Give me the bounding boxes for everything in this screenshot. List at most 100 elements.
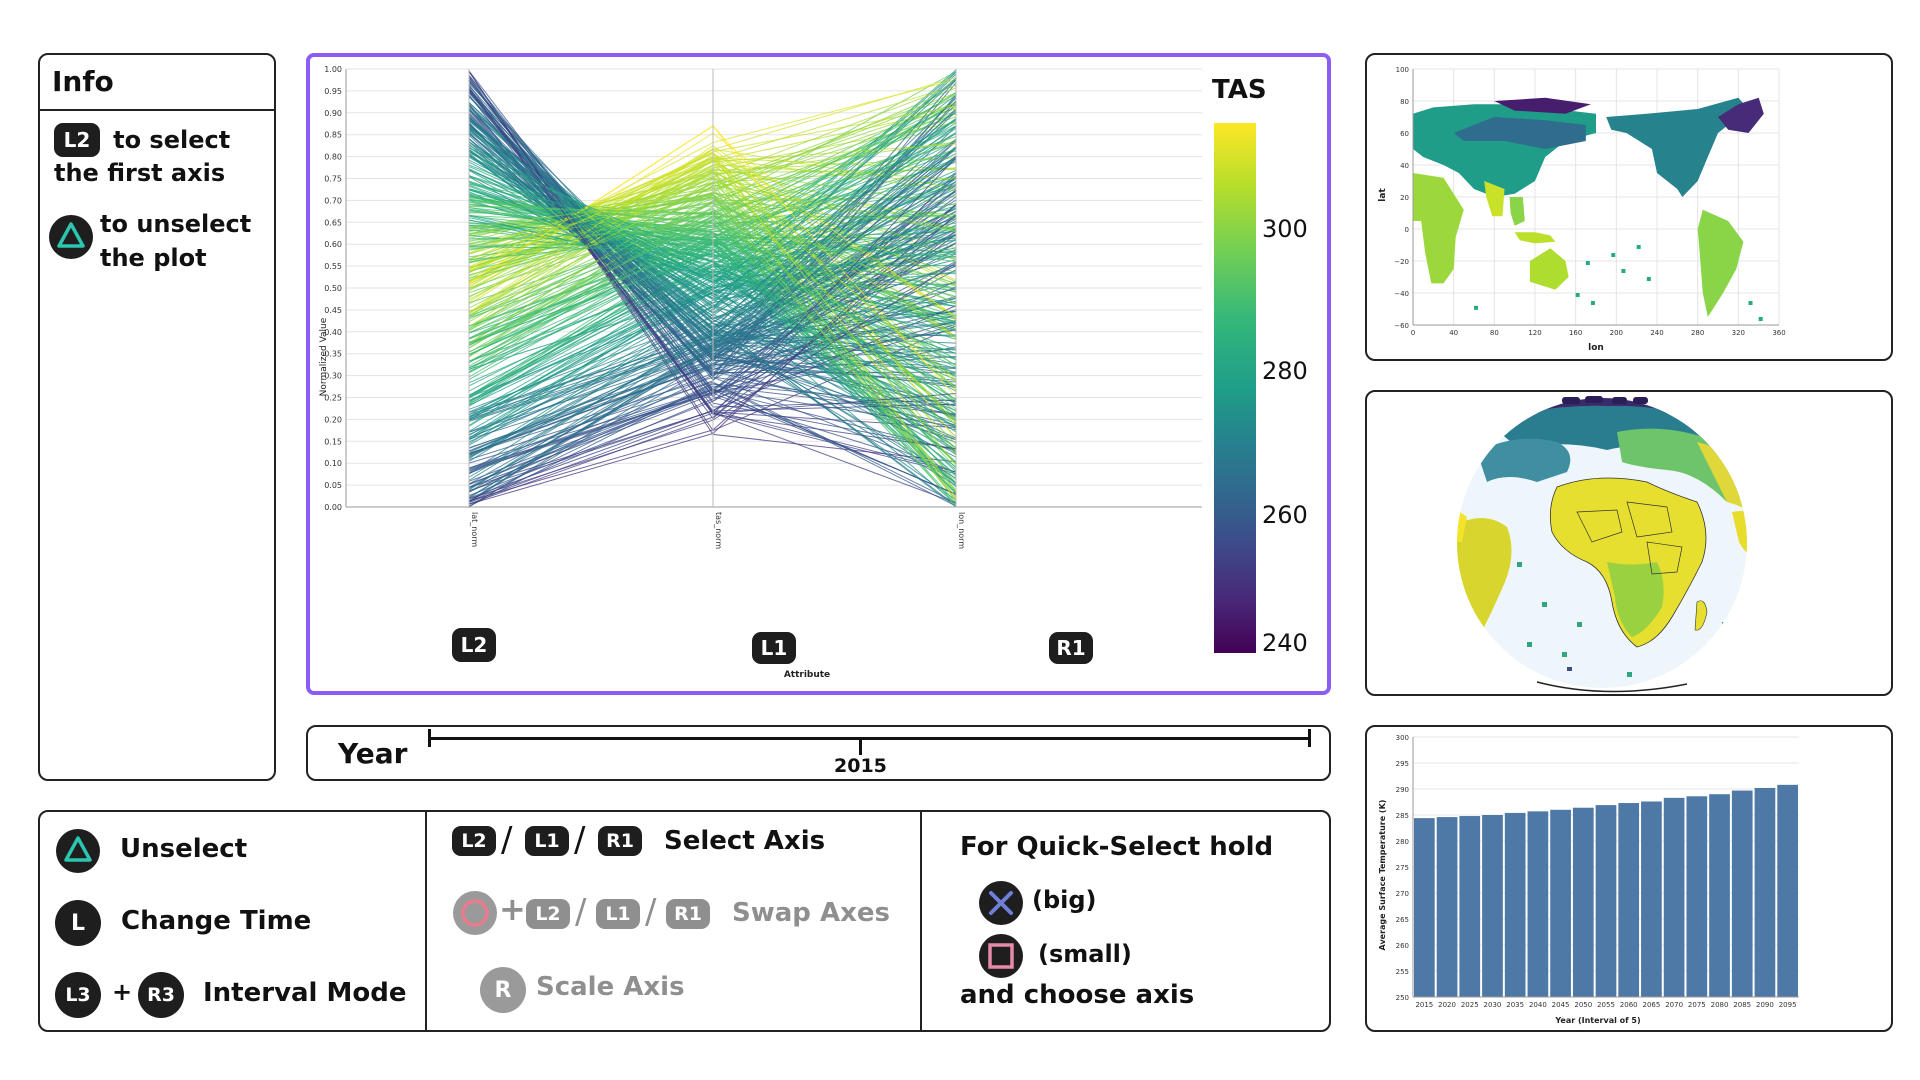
average-temperature-bar-chart[interactable]: 250 255 260 265 270 275 280 285 290 295 300 2015 20…	[1367, 727, 1891, 1030]
map-x-tick: 40	[1449, 329, 1458, 337]
map-land-region	[1453, 117, 1586, 149]
pc-y-tick: 0.00	[324, 503, 342, 512]
bar-x-tick: 2095	[1779, 1001, 1797, 1009]
bar-2045[interactable]	[1550, 809, 1571, 997]
map-land-region	[1606, 97, 1749, 197]
select-slash-1: /	[501, 820, 513, 860]
map-x-tick: 360	[1772, 329, 1785, 337]
swap-axes-label: Swap Axes	[732, 898, 890, 928]
pc-y-tick: 0.45	[324, 306, 342, 315]
year-slider-panel[interactable]: Year 2015	[306, 725, 1331, 781]
info-l2-row: L2 to select the first axis	[54, 123, 269, 187]
map-y-tick: 40	[1400, 162, 1409, 170]
swap-r1-icon: R1	[666, 899, 710, 929]
controls-panel: Unselect L Change Time L3 + R3 Interval …	[38, 810, 1331, 1032]
pc-ylabel: Normalized Value	[319, 317, 329, 396]
bar-chart-panel[interactable]: 250 255 260 265 270 275 280 285 290 295 300 2015 20…	[1365, 725, 1893, 1032]
info-unselect-line1: to unselect	[100, 210, 252, 238]
colorbar-tick-240: 240	[1262, 629, 1308, 657]
map-y-tick: −60	[1394, 322, 1409, 330]
map-land-region	[1514, 232, 1556, 244]
swap-slash-1: /	[575, 892, 587, 932]
pc-y-tick: 0.55	[324, 262, 342, 271]
axis-button-l2[interactable]: L2	[452, 628, 496, 662]
bar-2020[interactable]	[1436, 817, 1458, 997]
bar-2075[interactable]	[1686, 796, 1708, 997]
bar-xlabel: Year (Interval of 5)	[1554, 1016, 1640, 1025]
bar-2065[interactable]	[1641, 801, 1662, 997]
info-select-line1: to select	[113, 126, 231, 154]
bar-2085[interactable]	[1731, 790, 1753, 997]
parallel-plot-panel[interactable]: 0.00 0.05 0.10 0.15 0.20 0.25 0.30 0.35 0.40 0.45…	[306, 53, 1331, 695]
map-y-tick: 20	[1400, 194, 1409, 202]
year-slider-track-full	[429, 737, 1309, 740]
globe-panel[interactable]	[1365, 390, 1893, 696]
bar-2050[interactable]	[1572, 807, 1594, 997]
map-island	[1474, 305, 1478, 310]
info-select-line2: the first axis	[54, 159, 226, 187]
colorbar-title: TAS	[1212, 75, 1267, 105]
big-label: (big)	[1032, 886, 1097, 914]
bar-x-tick: 2090	[1756, 1001, 1774, 1009]
pc-axis-label: tas_norm	[714, 512, 723, 549]
pc-y-tick: 0.50	[324, 284, 342, 293]
bar-x-tick: 2085	[1733, 1001, 1751, 1009]
axis-button-r1[interactable]: R1	[1049, 632, 1093, 664]
info-unselect-line2: the plot	[100, 244, 207, 272]
map-y-tick: 60	[1400, 130, 1409, 138]
bar-y-tick: 285	[1396, 812, 1409, 820]
map-island	[1621, 269, 1626, 273]
colorbar-tick-260: 260	[1262, 501, 1308, 529]
bar-x-tick: 2035	[1506, 1001, 1524, 1009]
colorbar	[1214, 123, 1256, 653]
map-panel[interactable]: 0 40 80 120 160 200 240 280 320 360 100 80 60 40 20 0 −2…	[1365, 53, 1893, 361]
square-button-icon	[979, 934, 1023, 978]
bar-2060[interactable]	[1618, 803, 1640, 997]
bar-2070[interactable]	[1663, 797, 1685, 997]
unselect-label: Unselect	[120, 834, 248, 864]
bar-2080[interactable]	[1709, 794, 1730, 997]
pc-axis-label: lat_norm	[470, 512, 479, 547]
pc-y-tick: 0.90	[324, 109, 342, 118]
map-x-tick: 280	[1691, 329, 1704, 337]
pc-y-tick: 0.25	[324, 394, 342, 403]
bar-2015[interactable]	[1414, 818, 1435, 997]
pc-y-tick: 1.00	[324, 65, 342, 74]
map-y-tick: 100	[1396, 66, 1409, 74]
globe-orthographic-map[interactable]	[1367, 392, 1891, 694]
lat-lon-scatter-map[interactable]: 0 40 80 120 160 200 240 280 320 360100806040200−2…	[1367, 55, 1891, 359]
bar-2025[interactable]	[1459, 816, 1481, 997]
l-button-icon: L	[55, 900, 101, 946]
quick-select-title: For Quick-Select hold	[960, 832, 1274, 862]
swap-l1-icon: L1	[596, 899, 640, 929]
cross-button-icon	[979, 881, 1023, 925]
bar-x-tick: 2045	[1552, 1001, 1570, 1009]
bar-2090[interactable]	[1754, 787, 1776, 997]
map-island	[1590, 301, 1595, 305]
bar-2095[interactable]	[1777, 784, 1798, 997]
bar-x-tick: 2080	[1711, 1001, 1729, 1009]
bar-y-tick: 255	[1396, 968, 1409, 976]
map-island	[1585, 261, 1590, 265]
info-title: Info	[52, 65, 114, 98]
change-time-label: Change Time	[121, 906, 312, 936]
bar-2030[interactable]	[1482, 815, 1503, 997]
pc-y-tick: 0.65	[324, 218, 342, 227]
map-land-region	[1697, 209, 1744, 317]
map-y-tick: 0	[1405, 226, 1409, 234]
bar-y-tick: 270	[1396, 890, 1409, 898]
bar-2040[interactable]	[1527, 811, 1549, 997]
bar-2035[interactable]	[1504, 812, 1526, 997]
map-x-tick: 120	[1528, 329, 1541, 337]
interval-mode-label: Interval Mode	[203, 978, 407, 1008]
map-land-region	[1494, 97, 1591, 114]
map-x-tick: 80	[1490, 329, 1499, 337]
pc-y-tick: 0.10	[324, 459, 342, 468]
parallel-coordinates-plot[interactable]: 0.00 0.05 0.10 0.15 0.20 0.25 0.30 0.35 0.40 0.45…	[310, 57, 1327, 691]
bar-2055[interactable]	[1595, 805, 1617, 997]
map-land-region	[1529, 248, 1569, 290]
axis-button-l1[interactable]: L1	[752, 632, 796, 664]
bar-y-tick: 275	[1396, 864, 1409, 872]
select-l2-icon: L2	[452, 826, 496, 856]
year-slider-thumb[interactable]	[859, 737, 862, 755]
